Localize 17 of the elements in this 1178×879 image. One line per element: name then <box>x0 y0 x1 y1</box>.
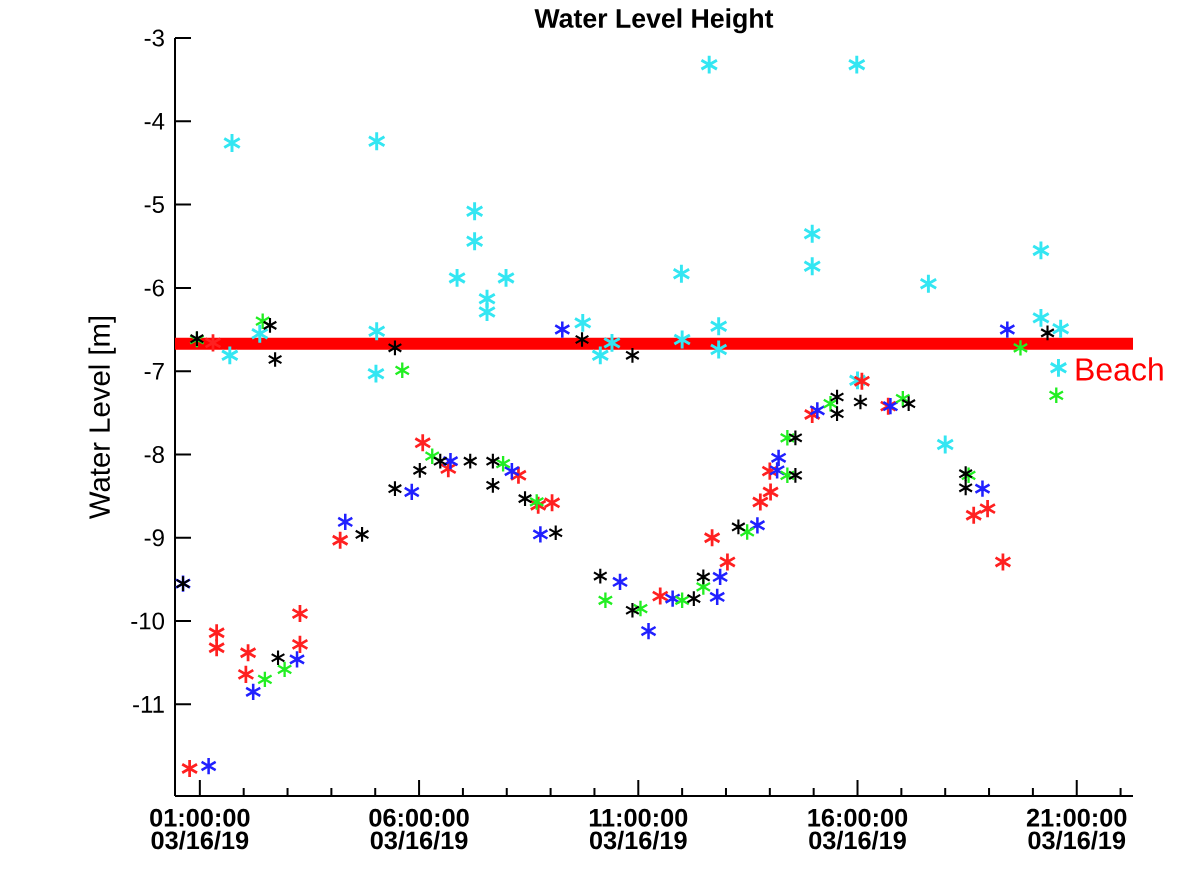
y-axis-title: Water Level [m] <box>88 316 116 520</box>
y-tick-label: -10 <box>131 612 165 630</box>
y-tick-label: -5 <box>144 196 164 213</box>
x-tick-label: 01:00:00 03/16/19 <box>150 808 250 850</box>
x-tick-label: 11:00:00 03/16/19 <box>589 808 688 850</box>
y-tick-label: -6 <box>144 279 164 297</box>
x-tick-label: 21:00:00 03/16/19 <box>1026 808 1127 850</box>
y-tick-label: -9 <box>144 529 164 547</box>
ref-line-label: Beach <box>1076 357 1163 381</box>
y-tick-label: -8 <box>144 445 164 463</box>
y-tick-label: -3 <box>144 29 164 47</box>
chart-title: Water Level Height <box>534 8 774 34</box>
y-tick-label: -4 <box>144 113 165 130</box>
x-tick-label: 16:00:00 03/16/19 <box>808 808 908 850</box>
y-tick-label: -7 <box>144 362 164 380</box>
y-tick-label: -11 <box>133 696 164 713</box>
x-tick-label: 06:00:00 03/16/19 <box>369 808 469 850</box>
